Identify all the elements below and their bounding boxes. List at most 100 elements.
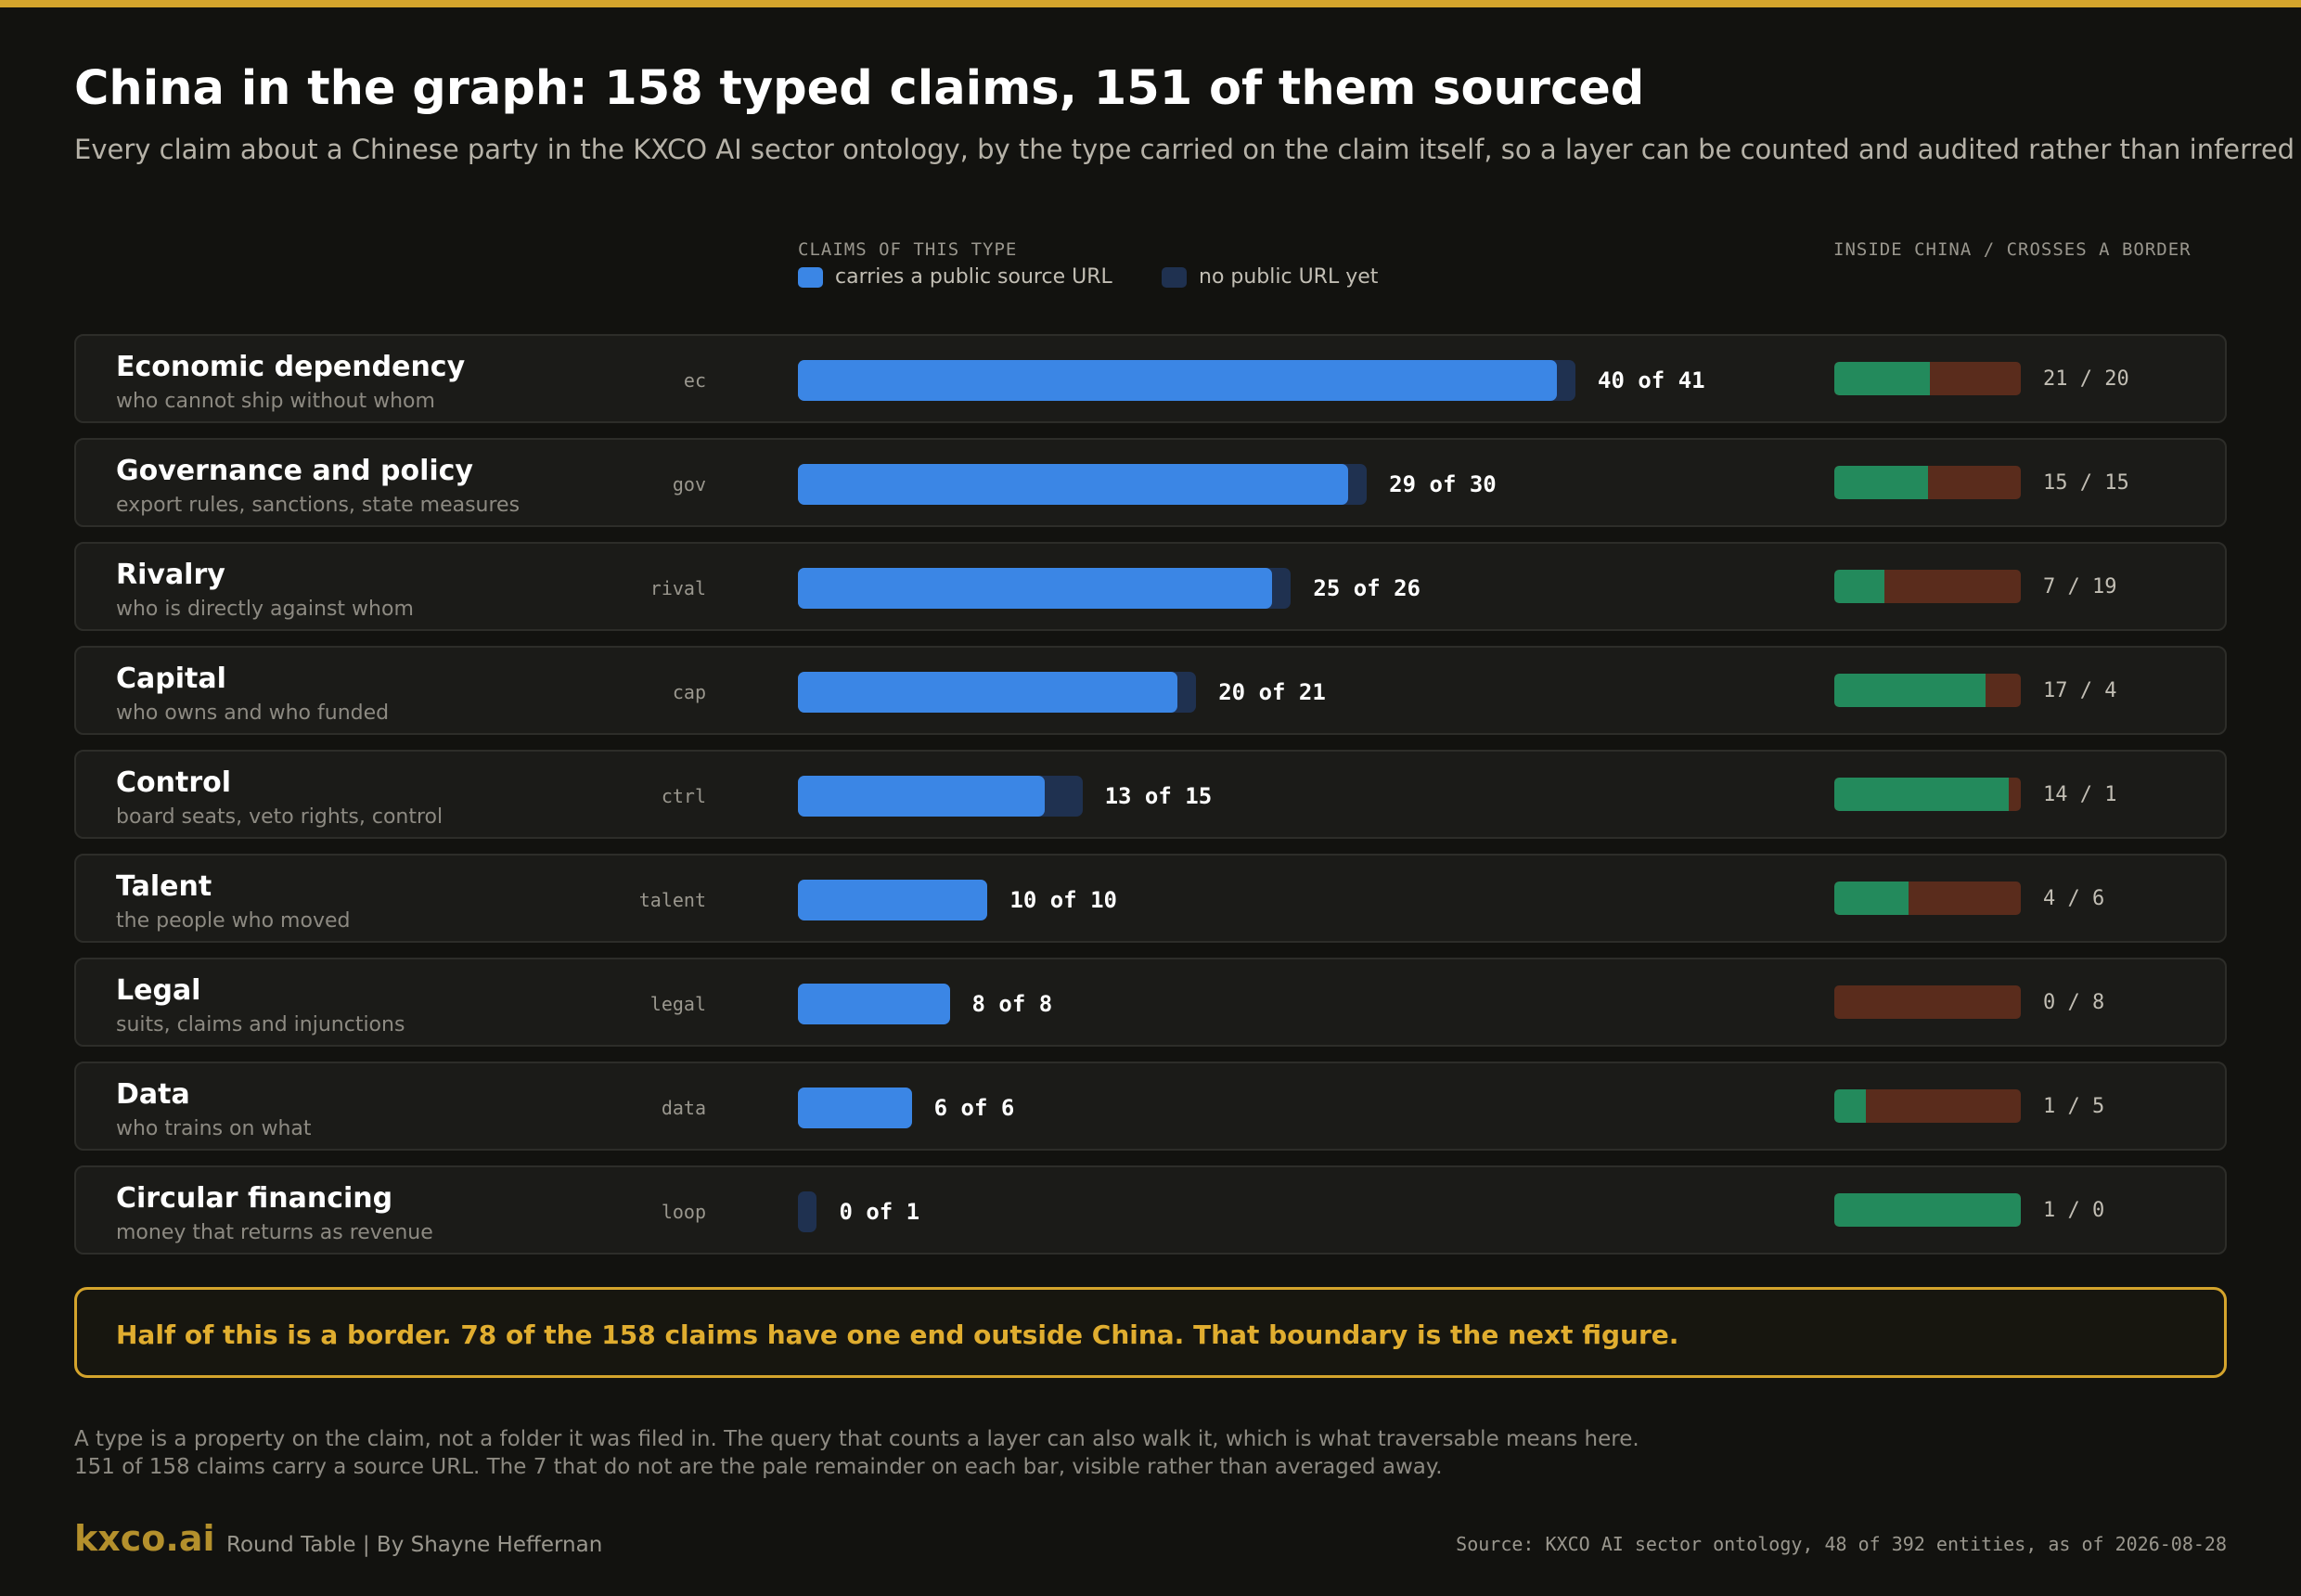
inside-china-segment <box>1834 778 2009 811</box>
claim-type-name: Economic dependency <box>116 351 466 383</box>
unsourced-bar <box>798 1191 817 1232</box>
source-note: Source: KXCO AI sector ontology, 48 of 3… <box>1456 1533 2227 1555</box>
claim-type-code: legal <box>649 993 706 1015</box>
inside-china-segment <box>1834 1089 1866 1123</box>
legend-sourced-swatch <box>798 266 823 288</box>
sourced-bar <box>798 672 1177 713</box>
claim-type-description: money that returns as revenue <box>116 1221 433 1244</box>
border-split-label: 1 / 5 <box>2043 1095 2105 1118</box>
claim-type-name: Talent <box>116 870 212 903</box>
claim-count-label: 25 of 26 <box>1313 575 1420 601</box>
callout-text: Half of this is a border. 78 of the 158 … <box>116 1319 1679 1350</box>
border-split-label: 14 / 1 <box>2043 783 2117 806</box>
claim-count-label: 8 of 8 <box>971 991 1053 1017</box>
claim-type-name: Governance and policy <box>116 455 473 487</box>
border-split-bar <box>1834 466 2021 499</box>
border-split-bar <box>1834 570 2021 603</box>
claim-type-description: who cannot ship without whom <box>116 390 435 413</box>
claim-type-description: the people who moved <box>116 909 351 933</box>
claim-type-code: talent <box>638 889 706 911</box>
border-split-bar <box>1834 1193 2021 1227</box>
border-split-bar <box>1834 1089 2021 1123</box>
inside-china-segment <box>1834 1193 2021 1227</box>
claim-row-ec: Economic dependency who cannot ship witho… <box>74 334 2227 423</box>
claim-row-talent: Talent the people who moved talent 10 of 10… <box>74 854 2227 943</box>
border-split-bar <box>1834 985 2021 1019</box>
claim-type-code: gov <box>672 473 706 496</box>
sourced-bar <box>798 360 1557 401</box>
border-split-label: 0 / 8 <box>2043 991 2105 1014</box>
claim-count-label: 0 of 1 <box>839 1199 920 1225</box>
byline: Round Table | By Shayne Heffernan <box>226 1533 603 1557</box>
claim-type-code: data <box>661 1097 706 1119</box>
unsourced-bar <box>798 984 950 1024</box>
border-split-label: 17 / 4 <box>2043 679 2117 702</box>
border-split-bar <box>1834 882 2021 915</box>
chart-title: China in the graph: 158 typed claims, 15… <box>74 61 1645 116</box>
unsourced-bar <box>798 1088 912 1128</box>
legend-sourced: carries a public source URL <box>798 265 1112 289</box>
claim-row-legal: Legal suits, claims and injunctions legal 8… <box>74 958 2227 1047</box>
sourced-bar <box>798 568 1272 609</box>
claim-count-label: 29 of 30 <box>1389 471 1497 497</box>
sourced-bar <box>798 984 950 1024</box>
border-split-heading: INSIDE CHINA / CROSSES A BORDER <box>1833 239 2192 260</box>
callout-box: Half of this is a border. 78 of the 158 … <box>74 1287 2227 1378</box>
legend-unsourced-swatch <box>1162 266 1187 288</box>
claim-count-label: 13 of 15 <box>1104 783 1213 809</box>
brand-logo: kxco.ai <box>74 1518 215 1559</box>
inside-china-segment <box>1834 362 1930 395</box>
border-split-bar <box>1834 778 2021 811</box>
claim-type-code: ec <box>683 369 706 392</box>
legend-sourced-label: carries a public source URL <box>835 265 1112 289</box>
claim-row-ctrl: Control board seats, veto rights, control… <box>74 750 2227 839</box>
sourced-bar <box>798 880 988 920</box>
claim-type-description: suits, claims and injunctions <box>116 1013 405 1036</box>
top-accent-bar <box>0 0 2301 7</box>
claim-count-label: 10 of 10 <box>1009 887 1117 913</box>
inside-china-segment <box>1834 570 1885 603</box>
claim-type-name: Circular financing <box>116 1182 393 1215</box>
unsourced-bar <box>798 360 1575 401</box>
sourced-bar <box>798 776 1045 817</box>
claim-type-code: loop <box>661 1201 706 1223</box>
claim-type-description: who is directly against whom <box>116 598 414 621</box>
claim-type-name: Control <box>116 766 232 799</box>
claim-type-description: who trains on what <box>116 1117 312 1140</box>
legend-unsourced: no public URL yet <box>1162 265 1378 289</box>
inside-china-segment <box>1834 674 1986 707</box>
inside-china-segment <box>1834 466 1928 499</box>
inside-china-segment <box>1834 882 1909 915</box>
footnote-line-1: A type is a property on the claim, not a… <box>74 1427 1639 1451</box>
claim-type-description: who owns and who funded <box>116 701 390 725</box>
border-split-label: 1 / 0 <box>2043 1199 2105 1222</box>
claim-count-label: 40 of 41 <box>1598 367 1705 393</box>
unsourced-bar <box>798 464 1368 505</box>
claim-type-code: ctrl <box>661 785 706 807</box>
sourced-bar <box>798 1088 912 1128</box>
footnote-line-2: 151 of 158 claims carry a source URL. Th… <box>74 1455 1443 1479</box>
claim-row-rival: Rivalry who is directly against whom rival… <box>74 542 2227 631</box>
claim-type-description: board seats, veto rights, control <box>116 805 443 829</box>
border-split-bar <box>1834 362 2021 395</box>
claim-count-label: 6 of 6 <box>933 1095 1015 1121</box>
border-split-label: 21 / 20 <box>2043 367 2129 391</box>
claim-type-name: Rivalry <box>116 559 225 591</box>
border-split-bar <box>1834 674 2021 707</box>
legend-heading: CLAIMS OF THIS TYPE <box>798 239 1018 260</box>
claim-type-name: Capital <box>116 663 226 695</box>
claim-row-gov: Governance and policy export rules, sanct… <box>74 438 2227 527</box>
border-split-label: 15 / 15 <box>2043 471 2129 495</box>
legend-unsourced-label: no public URL yet <box>1199 265 1379 289</box>
claim-row-cap: Capital who owns and who funded cap 20 of 2… <box>74 646 2227 735</box>
claim-type-description: export rules, sanctions, state measures <box>116 494 521 517</box>
unsourced-bar <box>798 880 988 920</box>
claim-type-code: rival <box>649 577 706 599</box>
unsourced-bar <box>798 568 1292 609</box>
claim-row-loop: Circular financing money that returns as … <box>74 1165 2227 1255</box>
sourced-bar <box>798 464 1348 505</box>
unsourced-bar <box>798 776 1083 817</box>
claim-row-data: Data who trains on what data 6 of 6 1 / 5 <box>74 1062 2227 1151</box>
claim-type-name: Data <box>116 1078 190 1111</box>
border-split-label: 7 / 19 <box>2043 575 2117 598</box>
